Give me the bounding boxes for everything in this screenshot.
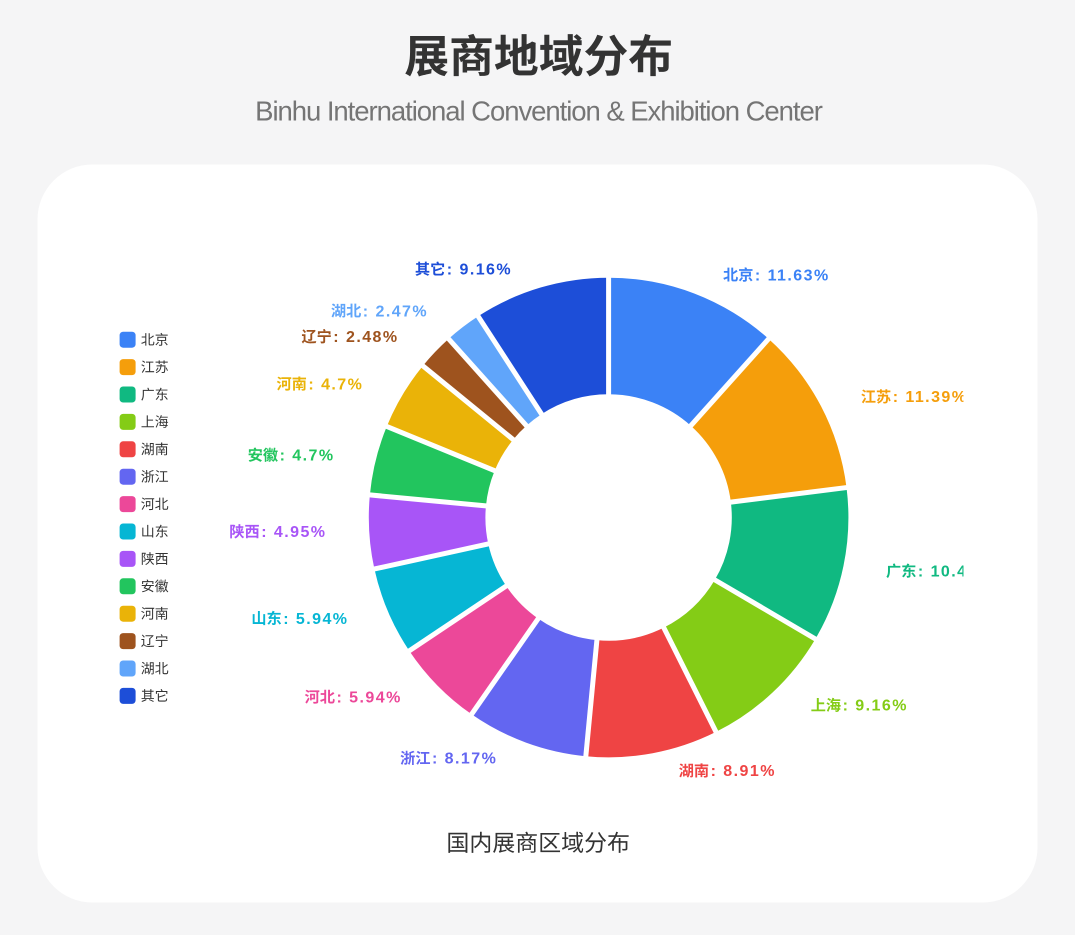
- svg-text:: 5.94%: : 5.94%: [283, 611, 348, 628]
- svg-text:: 2.48%: : 2.48%: [333, 329, 398, 346]
- svg-text:: 8.17%: : 8.17%: [432, 751, 497, 768]
- svg-text:: 4.7%: : 4.7%: [308, 376, 363, 393]
- svg-text:: 8.91%: : 8.91%: [711, 763, 776, 780]
- svg-text:: 9.16%: : 9.16%: [843, 698, 908, 715]
- svg-text:: 10.45%: : 10.45%: [918, 564, 994, 581]
- svg-text:: 4.7%: : 4.7%: [280, 448, 335, 465]
- svg-text:: 4.95%: : 4.95%: [261, 524, 326, 541]
- svg-text:: 11.63%: : 11.63%: [755, 267, 830, 284]
- svg-text:: 2.47%: : 2.47%: [363, 303, 428, 320]
- svg-text:: 5.94%: : 5.94%: [337, 689, 402, 706]
- svg-text:Binhu International Convention: Binhu International Convention & Exhibit…: [255, 96, 823, 127]
- svg-text:: 9.16%: : 9.16%: [447, 262, 512, 279]
- svg-text:: 11.39%: : 11.39%: [893, 389, 968, 406]
